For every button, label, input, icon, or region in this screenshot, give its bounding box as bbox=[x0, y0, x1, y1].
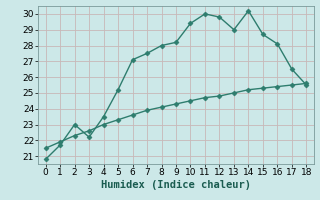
X-axis label: Humidex (Indice chaleur): Humidex (Indice chaleur) bbox=[101, 180, 251, 190]
